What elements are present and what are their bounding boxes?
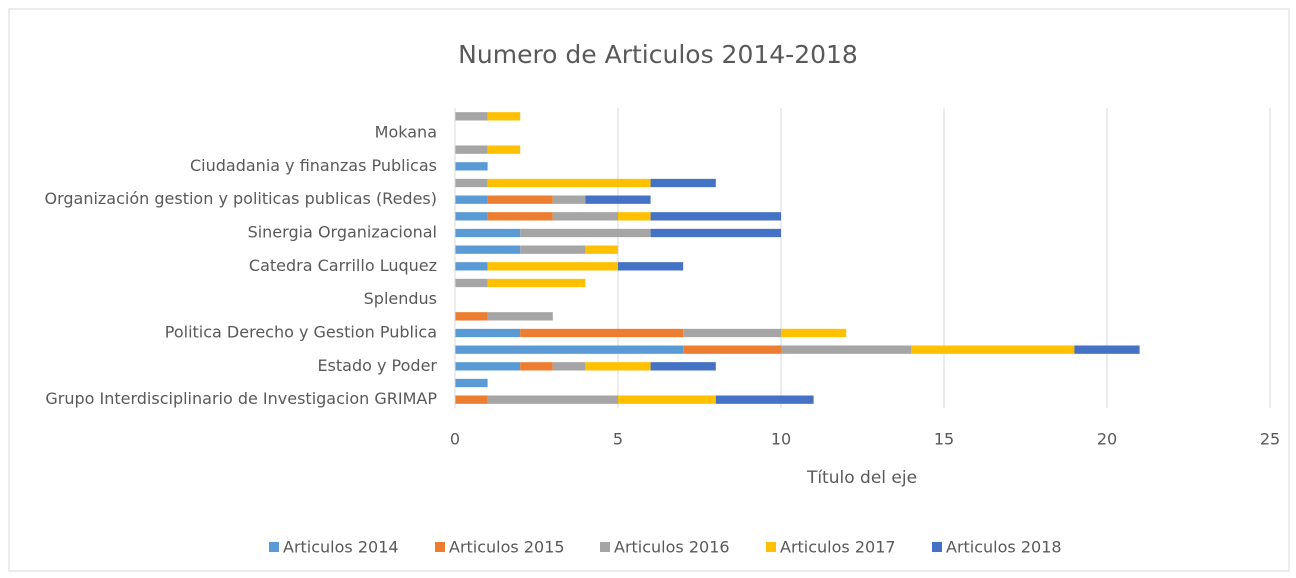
bar-segment	[683, 345, 781, 354]
legend-swatch	[435, 542, 445, 552]
bar-segment	[455, 112, 488, 121]
bar-segment	[552, 195, 586, 204]
legend-swatch	[766, 542, 776, 552]
x-tick-label: 10	[771, 430, 791, 449]
bar-segment	[487, 112, 521, 121]
x-tick-label: 25	[1260, 430, 1280, 449]
y-tick-label: Catedra Carrillo Luquez	[249, 256, 437, 275]
bar-segment	[1074, 345, 1140, 354]
bar-segment	[487, 178, 651, 188]
x-tick-label: 15	[934, 430, 954, 449]
legend-label: Articulos 2017	[780, 538, 896, 557]
bar-segment	[455, 195, 488, 204]
legend-swatch	[932, 542, 942, 552]
bar-segment	[552, 362, 586, 371]
bar-segment	[520, 328, 684, 338]
bar-segment	[585, 195, 651, 204]
bar-segment	[455, 212, 488, 221]
bar-segment	[618, 395, 716, 404]
bar-segment	[781, 328, 847, 338]
bar-segment	[520, 245, 586, 254]
bar-segment	[455, 328, 521, 338]
bar-segment	[455, 345, 684, 354]
legend-label: Articulos 2016	[614, 538, 730, 557]
y-tick-label: Organización gestion y politicas publica…	[44, 189, 437, 208]
bar-segment	[781, 345, 912, 354]
x-axis-title: Título del eje	[806, 468, 917, 488]
bar-segment	[487, 212, 553, 221]
legend-label: Articulos 2015	[449, 538, 565, 557]
bar-segment	[552, 212, 618, 221]
bar-segment	[455, 262, 488, 271]
bar-segment	[683, 328, 781, 338]
bar-segment	[487, 395, 618, 404]
y-tick-label: Sinergia Organizacional	[248, 223, 437, 242]
bar-segment	[455, 278, 488, 288]
bar-segment	[520, 362, 553, 371]
bar-segment	[455, 228, 521, 238]
bar-segment	[911, 345, 1075, 354]
y-tick-label: Estado y Poder	[317, 356, 437, 375]
bar-segment	[520, 228, 651, 238]
bar-segment	[715, 395, 814, 404]
bar-segment	[455, 395, 488, 404]
bar-segment	[650, 362, 716, 371]
legend-swatch	[269, 542, 279, 552]
bar-segment	[487, 195, 553, 204]
bar-segment	[455, 145, 488, 154]
chart-title: Numero de Articulos 2014-2018	[458, 40, 858, 69]
bar-segment	[455, 362, 521, 371]
y-tick-label: Grupo Interdisciplinario de Investigacio…	[45, 389, 437, 408]
bar-segment	[487, 278, 586, 288]
chart-border	[8, 8, 1290, 572]
bar-segment	[455, 245, 521, 254]
y-tick-label: Politica Derecho y Gestion Publica	[165, 323, 437, 342]
bar-segment	[455, 378, 488, 388]
legend-label: Articulos 2014	[283, 538, 399, 557]
bar-segment	[618, 212, 651, 221]
bar-segment	[487, 312, 553, 321]
bar-segment	[455, 162, 488, 171]
bar-segment	[585, 245, 618, 254]
y-tick-label: Ciudadania y finanzas Publicas	[190, 156, 437, 175]
bar-segment	[455, 178, 488, 188]
bar-segment	[487, 262, 618, 271]
x-tick-label: 0	[450, 430, 460, 449]
bar-segment	[650, 178, 716, 188]
x-tick-label: 20	[1097, 430, 1117, 449]
bar-segment	[650, 228, 781, 238]
bar-segment	[455, 312, 488, 321]
x-tick-label: 5	[613, 430, 623, 449]
legend-swatch	[600, 542, 610, 552]
bar-segment	[487, 145, 521, 154]
bar-segment	[650, 212, 781, 221]
bar-segment	[585, 362, 651, 371]
y-tick-label: Mokana	[375, 123, 437, 142]
bar-segment	[618, 262, 684, 271]
y-tick-label: Splendus	[364, 289, 437, 308]
legend-label: Articulos 2018	[946, 538, 1062, 557]
